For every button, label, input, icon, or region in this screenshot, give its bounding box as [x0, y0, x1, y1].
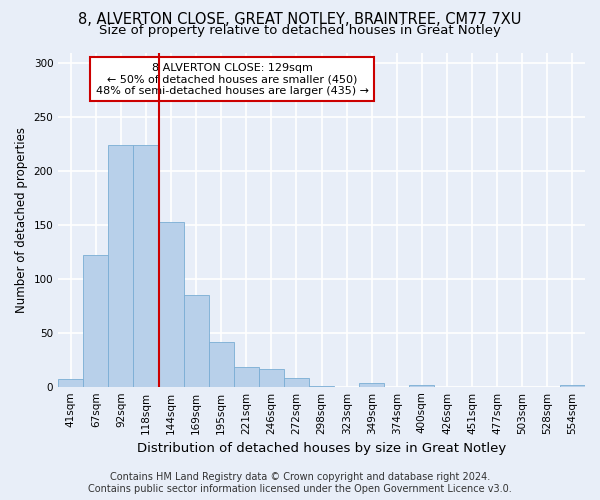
- Bar: [259, 370, 284, 386]
- Bar: [109, 145, 133, 386]
- X-axis label: Distribution of detached houses by size in Great Notley: Distribution of detached houses by size …: [137, 442, 506, 455]
- Text: 8, ALVERTON CLOSE, GREAT NOTLEY, BRAINTREE, CM77 7XU: 8, ALVERTON CLOSE, GREAT NOTLEY, BRAINTR…: [79, 12, 521, 28]
- Bar: [560, 384, 585, 386]
- Bar: [133, 145, 158, 386]
- Bar: [209, 342, 234, 386]
- Bar: [359, 384, 385, 386]
- Bar: [284, 378, 309, 386]
- Text: 8 ALVERTON CLOSE: 129sqm
← 50% of detached houses are smaller (450)
48% of semi-: 8 ALVERTON CLOSE: 129sqm ← 50% of detach…: [95, 62, 368, 96]
- Bar: [234, 368, 259, 386]
- Text: Size of property relative to detached houses in Great Notley: Size of property relative to detached ho…: [99, 24, 501, 37]
- Bar: [158, 222, 184, 386]
- Bar: [83, 255, 109, 386]
- Bar: [184, 295, 209, 386]
- Bar: [409, 384, 434, 386]
- Bar: [58, 379, 83, 386]
- Y-axis label: Number of detached properties: Number of detached properties: [15, 126, 28, 312]
- Text: Contains HM Land Registry data © Crown copyright and database right 2024.
Contai: Contains HM Land Registry data © Crown c…: [88, 472, 512, 494]
